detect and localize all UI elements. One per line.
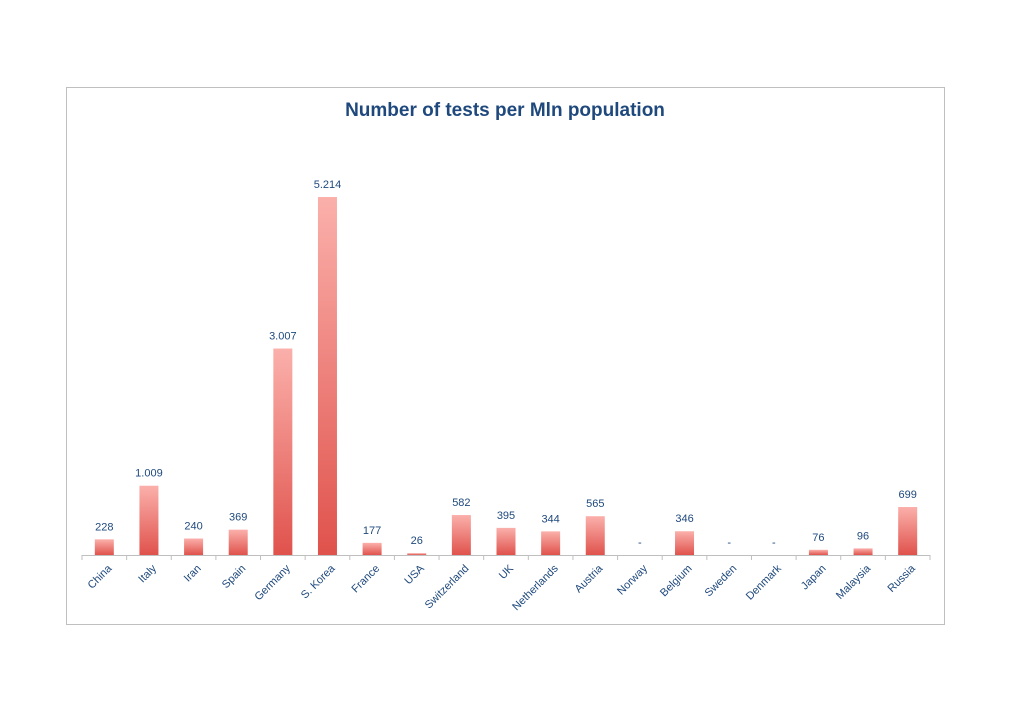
bar-spain — [228, 529, 248, 555]
data-label: 582 — [452, 497, 470, 509]
bar-belgium — [675, 531, 695, 555]
category-label: Norway — [615, 562, 650, 597]
category-label: S. Korea — [299, 562, 338, 601]
bar-china — [94, 539, 114, 555]
data-label: 565 — [586, 498, 604, 510]
data-label: - — [727, 537, 731, 549]
data-label: 344 — [541, 513, 559, 525]
category-label: USA — [402, 562, 427, 587]
bar-switzerland — [451, 515, 471, 555]
data-label: 76 — [812, 532, 824, 544]
data-label: 1.009 — [135, 468, 163, 480]
category-label: Italy — [136, 562, 159, 585]
data-label: 177 — [363, 525, 381, 537]
bar-usa — [407, 553, 427, 555]
bar-japan — [808, 549, 828, 555]
category-label: Belgium — [658, 563, 695, 600]
bar-austria — [585, 516, 605, 555]
category-label: Iran — [182, 563, 204, 585]
bar-germany — [273, 348, 293, 555]
bar-s-korea — [317, 197, 337, 555]
data-label: 5.214 — [314, 179, 342, 191]
data-label: 26 — [411, 535, 423, 547]
data-label: 228 — [95, 521, 113, 533]
category-label: Russia — [886, 562, 919, 595]
category-label: Austria — [573, 562, 606, 595]
category-label: Germany — [252, 562, 293, 603]
category-label: France — [350, 563, 383, 596]
bar-france — [362, 542, 382, 555]
data-label: 699 — [899, 489, 917, 501]
data-label: 240 — [184, 521, 202, 533]
category-label: UK — [497, 562, 517, 582]
category-label: Malaysia — [834, 562, 874, 602]
bar-malaysia — [853, 548, 873, 555]
category-label: Sweden — [703, 563, 740, 600]
category-label: Spain — [220, 563, 248, 591]
bar-netherlands — [541, 531, 561, 555]
category-label: Japan — [799, 563, 829, 593]
bar-italy — [139, 485, 159, 555]
bar-iran — [184, 538, 204, 555]
chart-title: Number of tests per Mln population — [345, 100, 665, 121]
data-label: 395 — [497, 510, 515, 522]
category-label: Switzerland — [423, 563, 472, 612]
category-label: China — [86, 562, 115, 591]
bar-russia — [898, 507, 918, 555]
data-label: 3.007 — [269, 331, 297, 343]
data-label: 96 — [857, 530, 869, 542]
bar-uk — [496, 527, 516, 555]
data-label: - — [772, 537, 776, 549]
category-label: Denmark — [744, 562, 784, 602]
data-label: 346 — [675, 513, 693, 525]
data-label: 369 — [229, 512, 247, 524]
category-label: Netherlands — [510, 562, 561, 613]
data-label: - — [638, 537, 642, 549]
